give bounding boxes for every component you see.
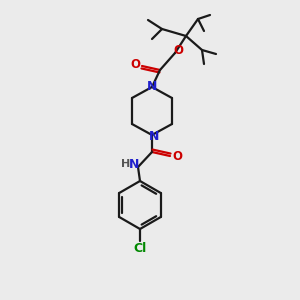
Text: O: O bbox=[173, 44, 183, 56]
Text: N: N bbox=[129, 158, 139, 170]
Text: H: H bbox=[122, 159, 130, 169]
Text: Cl: Cl bbox=[134, 242, 147, 254]
Text: O: O bbox=[172, 149, 182, 163]
Text: N: N bbox=[149, 130, 159, 142]
Text: O: O bbox=[130, 58, 140, 71]
Text: N: N bbox=[147, 80, 157, 94]
